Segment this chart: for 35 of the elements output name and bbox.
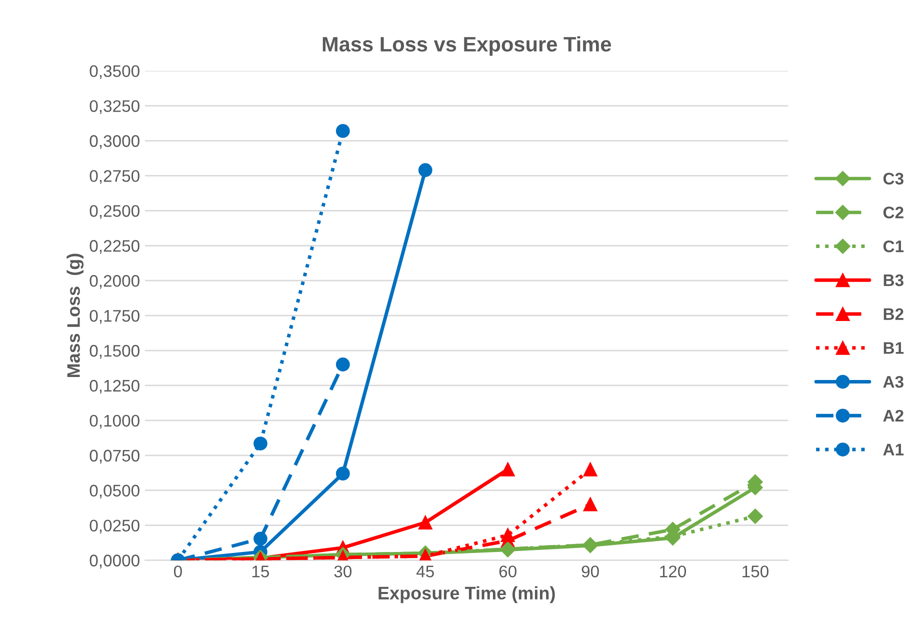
legend-label: A1 <box>883 444 904 456</box>
y-tick-label: 0,3500 <box>90 65 140 80</box>
y-tick-label: 0,1250 <box>90 380 140 394</box>
y-tick-label: 0,2500 <box>90 205 140 219</box>
y-tick-label: 0,2250 <box>90 240 140 254</box>
y-tick-label: 0,2750 <box>90 170 140 184</box>
y-tick-label: 0,3250 <box>90 100 140 114</box>
chart-title: Mass Loss vs Exposure Time <box>322 36 612 56</box>
y-tick-label: 0,0750 <box>90 450 140 464</box>
x-axis-title: Exposure Time (min) <box>378 586 555 604</box>
legend-label: B1 <box>884 342 904 354</box>
x-tick-label: 30 <box>334 566 352 578</box>
x-tick-label: 90 <box>582 566 599 578</box>
legend-label: C3 <box>883 172 904 185</box>
y-tick-label: 0,2000 <box>90 275 140 289</box>
x-tick-label: 15 <box>252 566 269 578</box>
x-tick-label: 0 <box>174 566 182 578</box>
legend-label: B3 <box>884 274 904 286</box>
legend-label: B2 <box>884 308 904 320</box>
y-tick-label: 0,0250 <box>90 520 140 534</box>
x-tick-label: 45 <box>416 566 434 578</box>
x-tick-label: 120 <box>660 566 686 578</box>
legend-label: A3 <box>883 376 904 388</box>
y-tick-label: 0,3000 <box>90 135 140 149</box>
x-tick-label: 150 <box>742 566 768 578</box>
legend-label: A2 <box>883 410 904 422</box>
x-tick-label: 60 <box>499 566 516 578</box>
y-tick-label: 0,1500 <box>90 344 140 359</box>
y-tick-label: 0,0000 <box>90 554 140 568</box>
y-tick-label: 0,0500 <box>90 484 140 499</box>
legend-label: C2 <box>883 206 904 218</box>
legend-label: C1 <box>883 240 904 252</box>
y-axis-title: Mass Loss (g) <box>66 254 84 378</box>
y-tick-label: 0,1750 <box>90 310 140 324</box>
y-tick-label: 0,1000 <box>90 414 140 429</box>
